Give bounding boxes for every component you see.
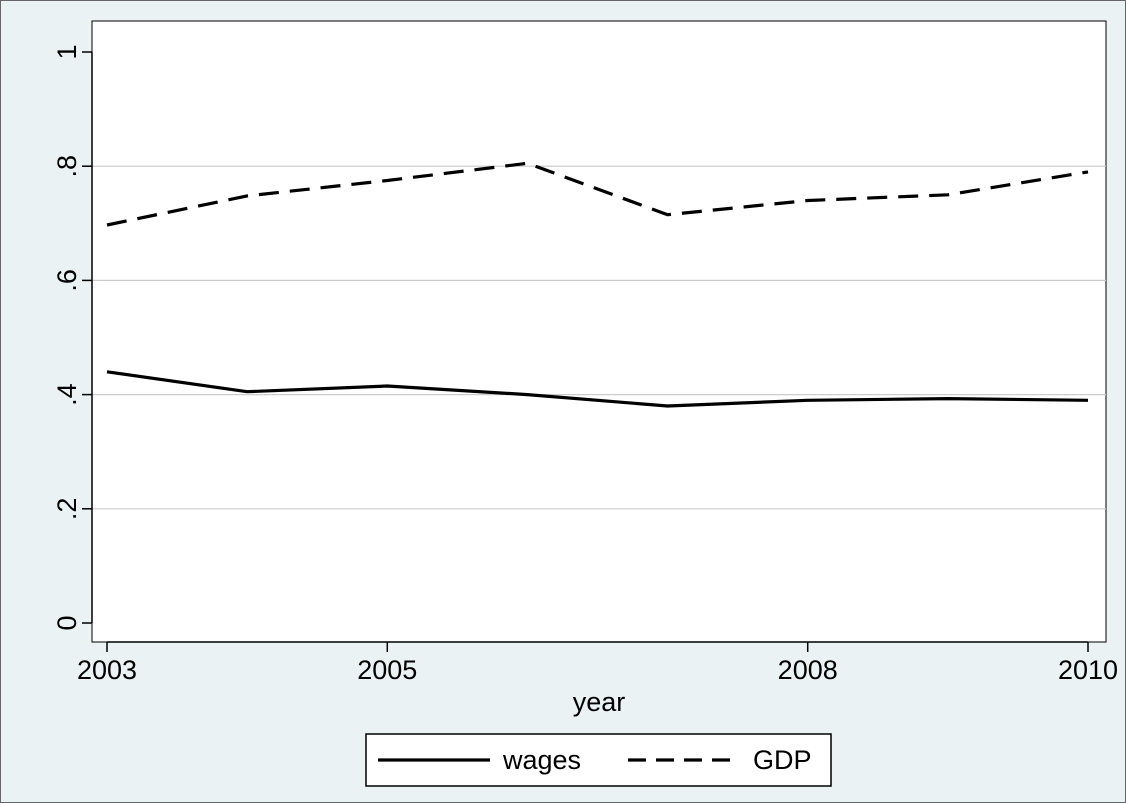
plot-area — [91, 20, 1107, 643]
series-lines — [106, 161, 1089, 408]
y-tick-label-1: .2 — [52, 498, 82, 521]
series-line-wages — [106, 370, 1089, 408]
x-axis-title: year — [573, 687, 626, 717]
x-tick-label-3: 2010 — [1058, 655, 1118, 685]
x-tick-label-2: 2008 — [778, 655, 838, 685]
y-tick-label-5: 1 — [52, 44, 82, 59]
x-tick-labels: 2003 2005 2008 2010 — [77, 655, 1118, 685]
legend: wages GDP — [365, 733, 832, 787]
x-tick-label-1: 2005 — [357, 655, 417, 685]
y-tick-label-4: .8 — [52, 155, 82, 178]
y-tick-label-3: .6 — [52, 269, 82, 292]
legend-label-gdp: GDP — [753, 745, 812, 775]
series-line-gdp — [106, 161, 1089, 227]
y-tick-label-2: .4 — [52, 383, 82, 406]
axes — [82, 51, 1089, 652]
x-tick-label-0: 2003 — [77, 655, 137, 685]
y-tick-labels: 0 .2 .4 .6 .8 1 — [52, 44, 82, 630]
grid-lines — [92, 165, 1106, 510]
y-tick-label-0: 0 — [52, 615, 82, 630]
legend-label-wages: wages — [502, 745, 581, 775]
